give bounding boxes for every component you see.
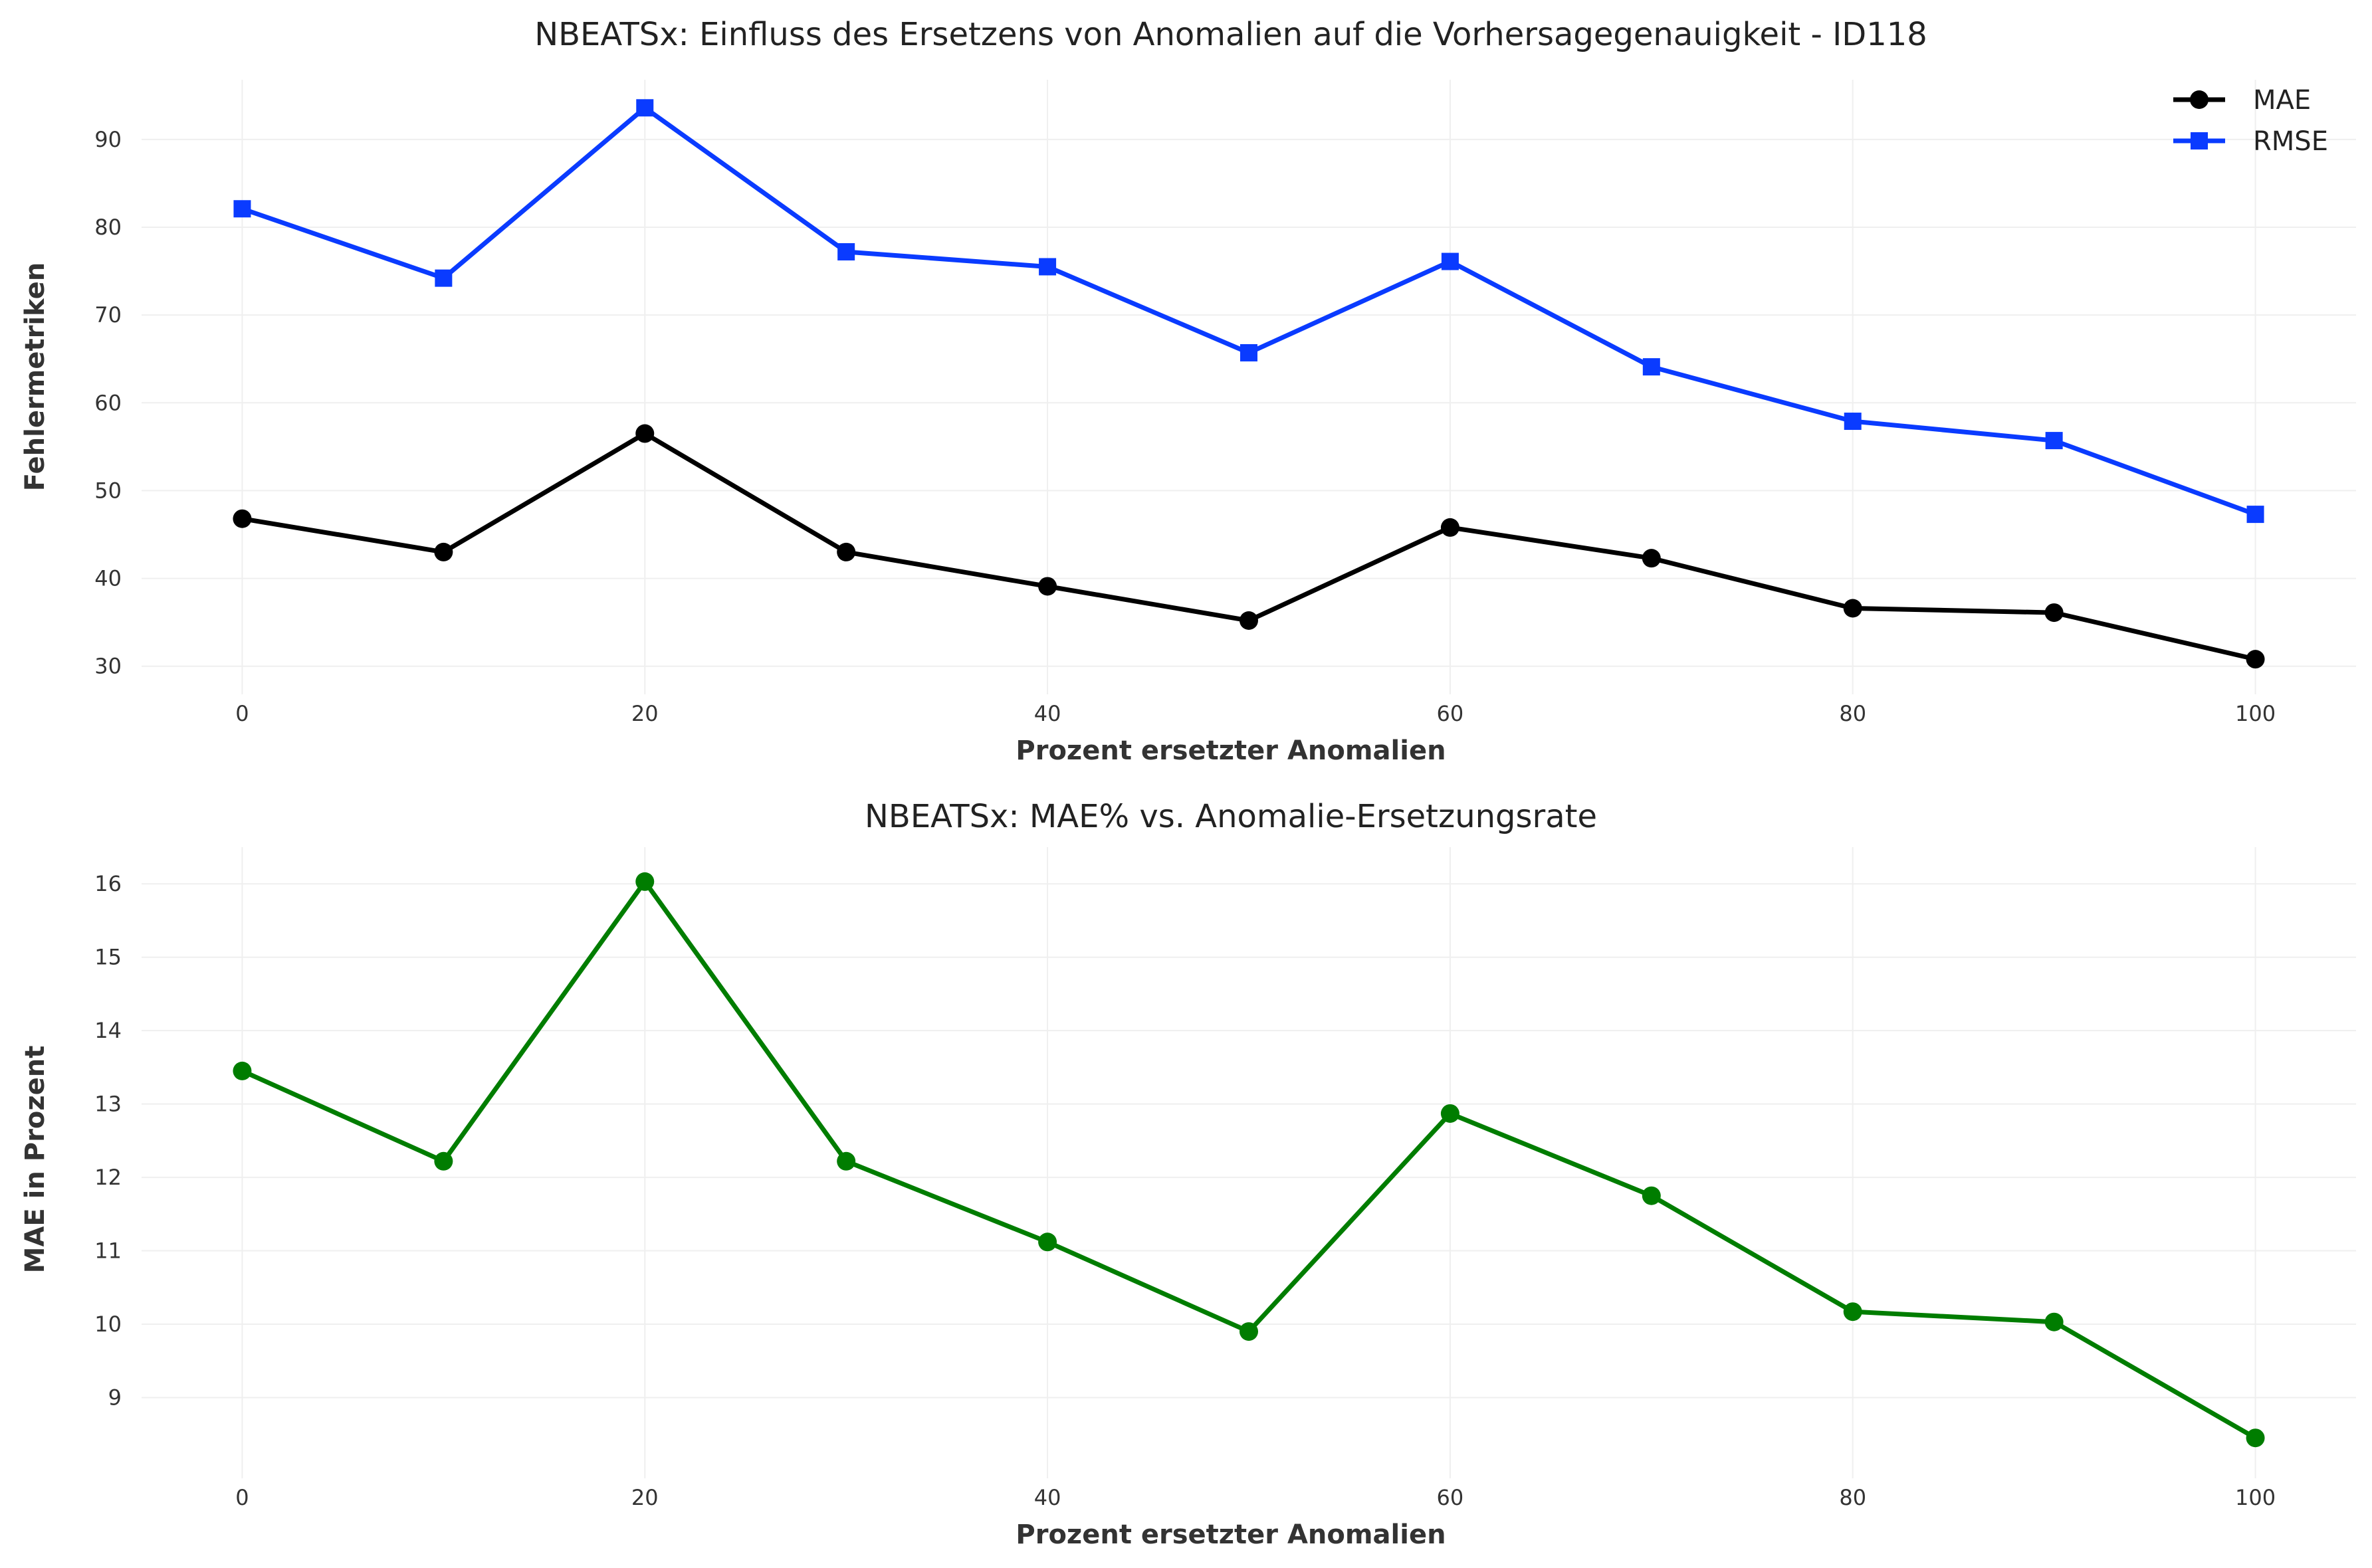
bottom-chart-y-tick-label: 15 <box>94 945 122 970</box>
top-chart-y-tick-label: 80 <box>94 215 122 240</box>
top-chart-rmse-point <box>837 243 855 260</box>
top-chart-x-tick-label: 100 <box>2235 701 2276 726</box>
top-chart-mae-point <box>434 542 453 561</box>
top-chart-rmse-point <box>2045 432 2063 450</box>
top-chart-rmse-point <box>1441 252 1459 270</box>
bottom-chart-mae-percent-point <box>2044 1312 2064 1331</box>
bottom-chart-x-tick-label: 40 <box>1034 1485 1061 1510</box>
top-chart-ticks: 0 20 40 60 80 100 30 40 50 60 70 80 90 <box>94 127 2276 726</box>
bottom-chart-title: NBEATSx: MAE% vs. Anomalie-Ersetzungsrat… <box>865 798 1597 835</box>
top-chart-rmse-point <box>1240 343 1257 361</box>
top-chart-y-tick-label: 70 <box>94 302 122 328</box>
top-chart-x-tick-label: 80 <box>1839 701 1866 726</box>
top-chart-y-tick-label: 60 <box>94 390 122 415</box>
top-chart-y-axis-label: Fehlermetriken <box>20 262 51 491</box>
bottom-chart-mae-percent-point <box>2246 1428 2265 1448</box>
top-chart-rmse-point <box>233 200 251 218</box>
top-chart-y-tick-label: 50 <box>94 478 122 503</box>
bottom-chart-mae-percent-point <box>837 1151 856 1171</box>
bottom-chart-mae-percent-point <box>434 1151 453 1171</box>
legend-mae-label: MAE <box>2253 85 2311 116</box>
bottom-chart-mae-percent-point <box>635 872 655 891</box>
bottom-chart-mae-percent-point <box>1843 1302 1862 1322</box>
top-chart-rmse-point <box>1039 258 1057 276</box>
top-chart-series <box>233 99 2265 669</box>
bottom-chart-y-tick-label: 16 <box>94 871 122 896</box>
top-chart-mae-point <box>2044 603 2064 623</box>
bottom-chart-y-tick-label: 12 <box>94 1165 122 1190</box>
top-chart-x-tick-label: 0 <box>235 701 249 726</box>
top-chart-rmse-point <box>1642 358 1660 376</box>
bottom-chart-y-tick-label: 9 <box>108 1385 122 1410</box>
top-chart-x-tick-label: 20 <box>631 701 659 726</box>
bottom-chart-mae-percent-point <box>233 1061 252 1080</box>
bottom-chart-mae-percent-point <box>1240 1322 1258 1341</box>
legend-mae-marker <box>2190 90 2209 109</box>
bottom-chart-x-axis-label: Prozent ersetzter Anomalien <box>1016 1519 1446 1550</box>
top-chart-rmse-point <box>2246 506 2264 524</box>
bottom-chart-mae-percent-point <box>1038 1232 1057 1252</box>
top-chart: NBEATSx: Einfluss des Ersetzens von Anom… <box>20 16 2356 766</box>
legend-rmse-marker <box>2191 132 2208 149</box>
top-chart-mae-point <box>1642 549 1661 568</box>
bottom-chart-mae-percent-point <box>1642 1186 1661 1205</box>
top-chart-legend: MAE RMSE <box>2173 85 2328 157</box>
top-chart-x-tick-label: 60 <box>1437 701 1464 726</box>
bottom-chart-y-tick-label: 11 <box>94 1238 122 1264</box>
top-chart-y-tick-label: 90 <box>94 127 122 152</box>
top-chart-rmse-point <box>1844 413 1862 431</box>
bottom-chart-mae-percent-point <box>1440 1104 1459 1123</box>
bottom-chart-y-tick-label: 14 <box>94 1018 122 1043</box>
top-chart-grid <box>142 80 2356 694</box>
top-chart-rmse-point <box>636 99 654 117</box>
top-chart-x-tick-label: 40 <box>1034 701 1061 726</box>
bottom-chart-x-tick-label: 80 <box>1839 1485 1866 1510</box>
top-chart-mae-point <box>1038 577 1057 596</box>
top-chart-y-tick-label: 30 <box>94 654 122 679</box>
top-chart-x-axis-label: Prozent ersetzter Anomalien <box>1016 735 1446 766</box>
bottom-chart-y-tick-label: 13 <box>94 1092 122 1117</box>
bottom-chart-series <box>233 872 2265 1448</box>
bottom-chart-x-tick-label: 0 <box>235 1485 249 1510</box>
top-chart-y-tick-label: 40 <box>94 566 122 591</box>
bottom-chart-grid <box>142 847 2356 1478</box>
top-chart-mae-point <box>1240 611 1258 630</box>
bottom-chart: NBEATSx: MAE% vs. Anomalie-Ersetzungsrat… <box>20 798 2356 1550</box>
top-chart-mae-point <box>1440 518 1459 537</box>
top-chart-mae-point <box>2246 650 2265 669</box>
top-chart-mae-point <box>1843 599 1862 618</box>
bottom-chart-ticks: 0 20 40 60 80 100 9 10 11 12 13 14 15 16 <box>94 871 2276 1510</box>
bottom-chart-x-tick-label: 100 <box>2235 1485 2276 1510</box>
top-chart-title: NBEATSx: Einfluss des Ersetzens von Anom… <box>534 16 1927 53</box>
legend-rmse-label: RMSE <box>2253 126 2328 157</box>
top-chart-mae-point <box>233 509 252 528</box>
top-chart-rmse-point <box>435 269 453 287</box>
top-chart-mae-point <box>837 542 856 561</box>
bottom-chart-y-tick-label: 10 <box>94 1312 122 1337</box>
top-chart-mae-point <box>635 424 655 443</box>
bottom-chart-x-tick-label: 20 <box>631 1485 659 1510</box>
bottom-chart-x-tick-label: 60 <box>1437 1485 1464 1510</box>
bottom-chart-y-axis-label: MAE in Prozent <box>20 1046 51 1274</box>
